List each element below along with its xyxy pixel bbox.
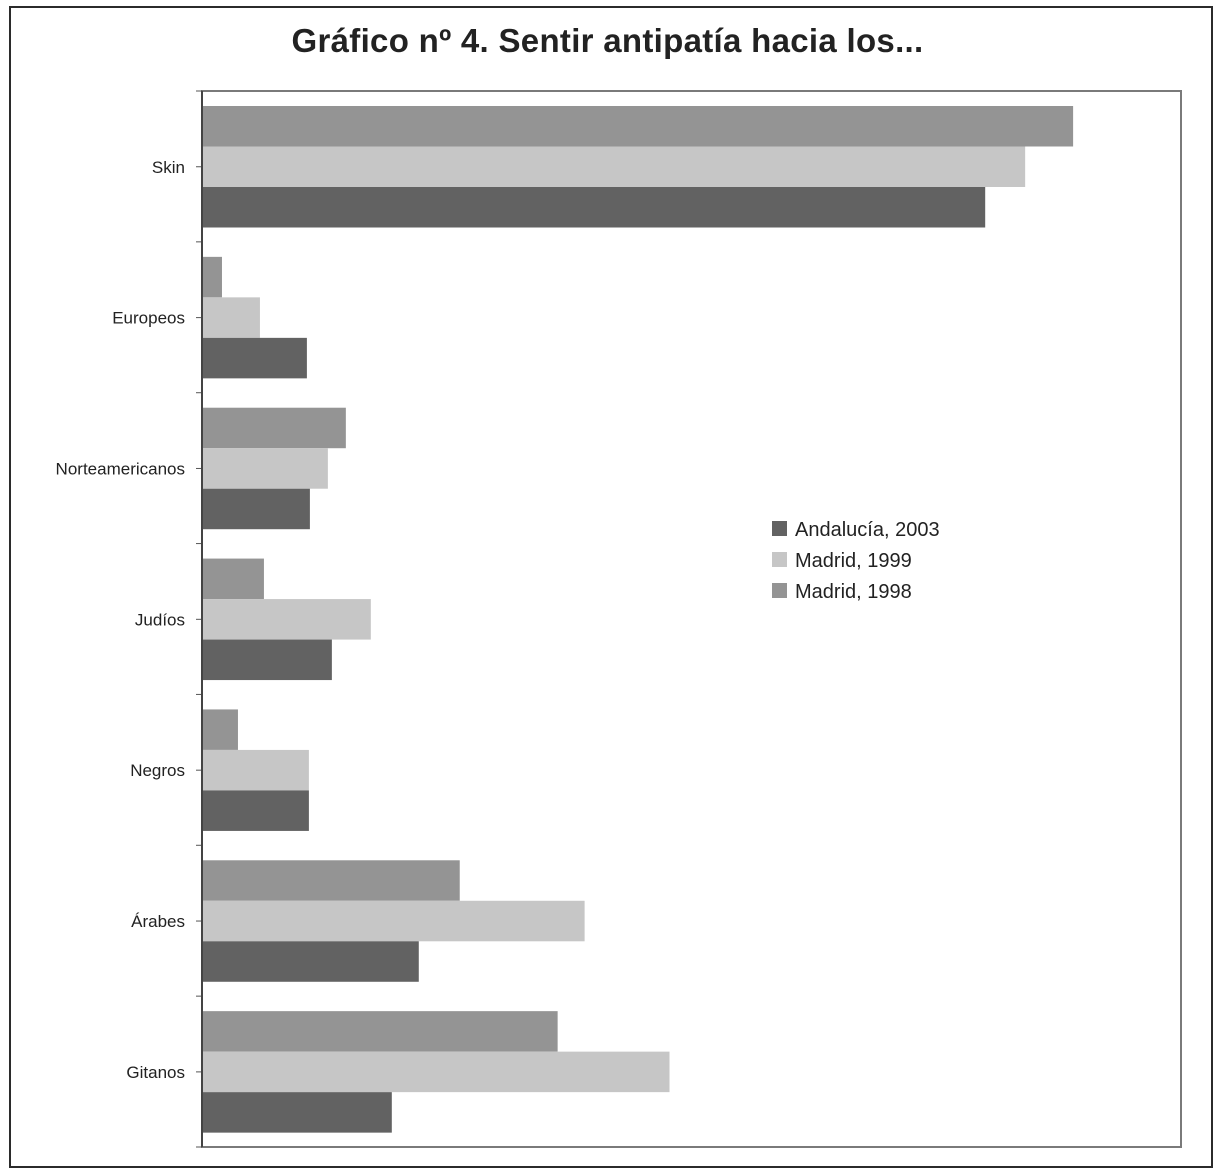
bar-skin-madrid-1998 xyxy=(202,106,1074,147)
category-label-norteamericanos: Norteamericanos xyxy=(56,459,185,478)
category-label-judios: Judíos xyxy=(135,610,185,629)
bar-arabes-andalucia-2003 xyxy=(202,941,419,982)
bar-negros-madrid-1998 xyxy=(202,709,238,750)
legend-swatch-andalucia-2003 xyxy=(772,521,787,536)
bar-europeos-madrid-1999 xyxy=(202,297,260,338)
bar-gitanos-andalucia-2003 xyxy=(202,1092,392,1133)
bar-gitanos-madrid-1998 xyxy=(202,1011,558,1052)
bar-skin-andalucia-2003 xyxy=(202,187,986,228)
legend-swatch-madrid-1998 xyxy=(772,583,787,598)
category-label-europeos: Europeos xyxy=(112,309,185,328)
bar-norteamericanos-andalucia-2003 xyxy=(202,488,310,530)
bar-negros-andalucia-2003 xyxy=(202,790,309,831)
bar-europeos-andalucia-2003 xyxy=(202,337,307,379)
bar-negros-madrid-1999 xyxy=(202,749,309,791)
category-label-arabes: Árabes xyxy=(131,912,185,931)
chart-title: Gráfico nº 4. Sentir antipatía hacia los… xyxy=(291,22,924,59)
bar-gitanos-madrid-1999 xyxy=(202,1051,670,1093)
legend-label-madrid-1998: Madrid, 1998 xyxy=(795,581,912,603)
category-label-skin: Skin xyxy=(152,158,185,177)
category-label-negros: Negros xyxy=(130,761,185,780)
bar-arabes-madrid-1998 xyxy=(202,860,460,901)
bar-skin-madrid-1999 xyxy=(202,146,1026,187)
bar-arabes-madrid-1999 xyxy=(202,900,585,942)
bar-judios-andalucia-2003 xyxy=(202,639,332,681)
bar-judios-madrid-1999 xyxy=(202,599,371,640)
bar-norteamericanos-madrid-1998 xyxy=(202,407,346,449)
category-label-gitanos: Gitanos xyxy=(126,1063,185,1082)
legend-label-andalucia-2003: Andalucía, 2003 xyxy=(795,519,940,541)
bar-europeos-madrid-1998 xyxy=(202,256,222,298)
legend-label-madrid-1999: Madrid, 1999 xyxy=(795,550,912,572)
bar-judios-madrid-1998 xyxy=(202,558,264,600)
bar-norteamericanos-madrid-1999 xyxy=(202,448,328,489)
legend-swatch-madrid-1999 xyxy=(772,552,787,567)
